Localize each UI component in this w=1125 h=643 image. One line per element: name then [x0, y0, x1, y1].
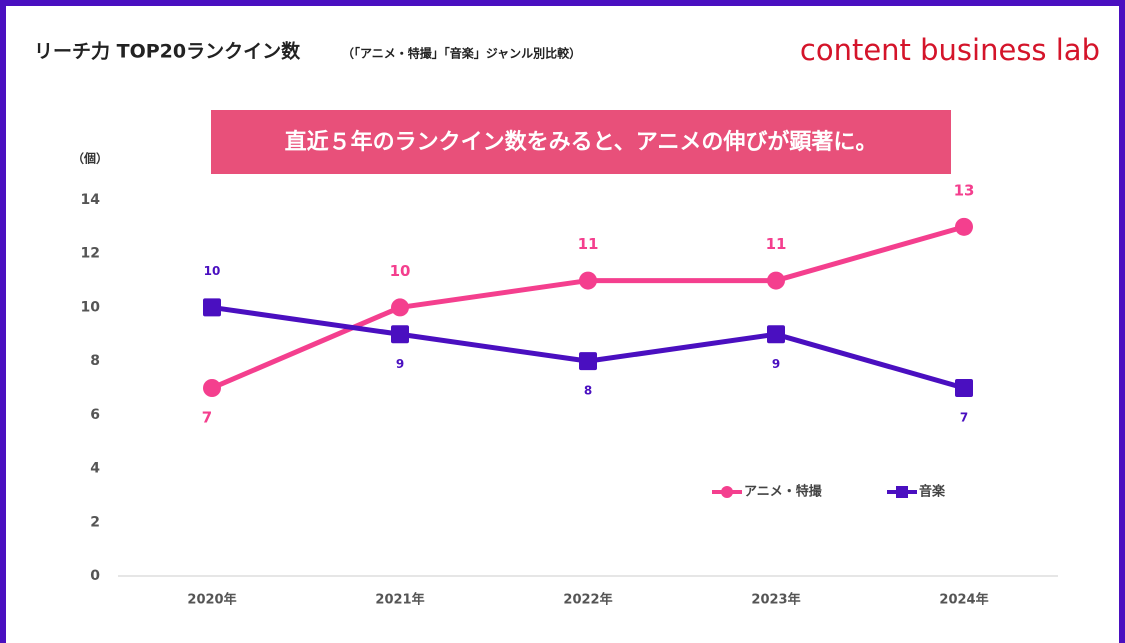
y-tick-label: 2	[90, 514, 100, 530]
marker	[391, 325, 409, 344]
banner	[211, 110, 951, 174]
y-tick-label: 10	[81, 299, 101, 315]
data-label: 10	[204, 264, 221, 278]
marker	[203, 379, 221, 397]
legend-marker	[721, 486, 733, 498]
y-tick-label: 8	[90, 353, 100, 369]
series-line	[211, 304, 965, 391]
y-tick-label: 14	[81, 192, 101, 208]
legend-label: 音楽	[919, 484, 946, 500]
data-label: 7	[202, 409, 212, 427]
data-label: 7	[960, 411, 968, 425]
chart-subtitle: （「アニメ・特撮」「音楽」ジャンル別比較）	[342, 46, 581, 61]
y-axis-label: （個）	[72, 151, 108, 166]
marker	[579, 352, 597, 371]
chart-title: リーチ力 TOP20ランクイン数	[34, 40, 301, 63]
x-tick-label: 2023年	[751, 592, 800, 608]
x-tick-label: 2021年	[375, 592, 424, 608]
data-label: 13	[954, 181, 975, 199]
marker	[203, 298, 221, 317]
marker	[767, 325, 785, 344]
legend-label: アニメ・特撮	[744, 484, 823, 500]
legend-marker	[896, 486, 908, 498]
data-label: 10	[390, 262, 411, 280]
marker	[955, 379, 973, 397]
data-label: 9	[772, 357, 780, 371]
banner-text: 直近５年のランクイン数をみると、アニメの伸びが顕著に。	[285, 129, 878, 155]
data-label: 11	[766, 235, 787, 253]
data-label: 8	[584, 384, 592, 398]
x-tick-label: 2020年	[187, 592, 236, 608]
data-label: 11	[578, 235, 599, 253]
logo: content business lab	[800, 33, 1100, 67]
data-label: 9	[396, 357, 404, 371]
marker	[579, 271, 597, 290]
x-tick-label: 2024年	[939, 592, 988, 608]
y-tick-label: 0	[90, 568, 100, 584]
marker	[955, 217, 973, 236]
y-tick-label: 4	[90, 461, 100, 477]
x-tick-label: 2022年	[563, 592, 612, 608]
y-tick-label: 6	[90, 407, 100, 423]
y-tick-label: 12	[81, 246, 100, 262]
marker	[767, 271, 785, 290]
marker	[391, 298, 409, 317]
